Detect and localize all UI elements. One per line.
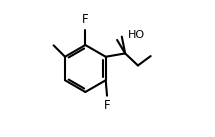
Text: F: F [104, 99, 110, 112]
Text: HO: HO [128, 30, 145, 40]
Text: F: F [82, 13, 89, 26]
